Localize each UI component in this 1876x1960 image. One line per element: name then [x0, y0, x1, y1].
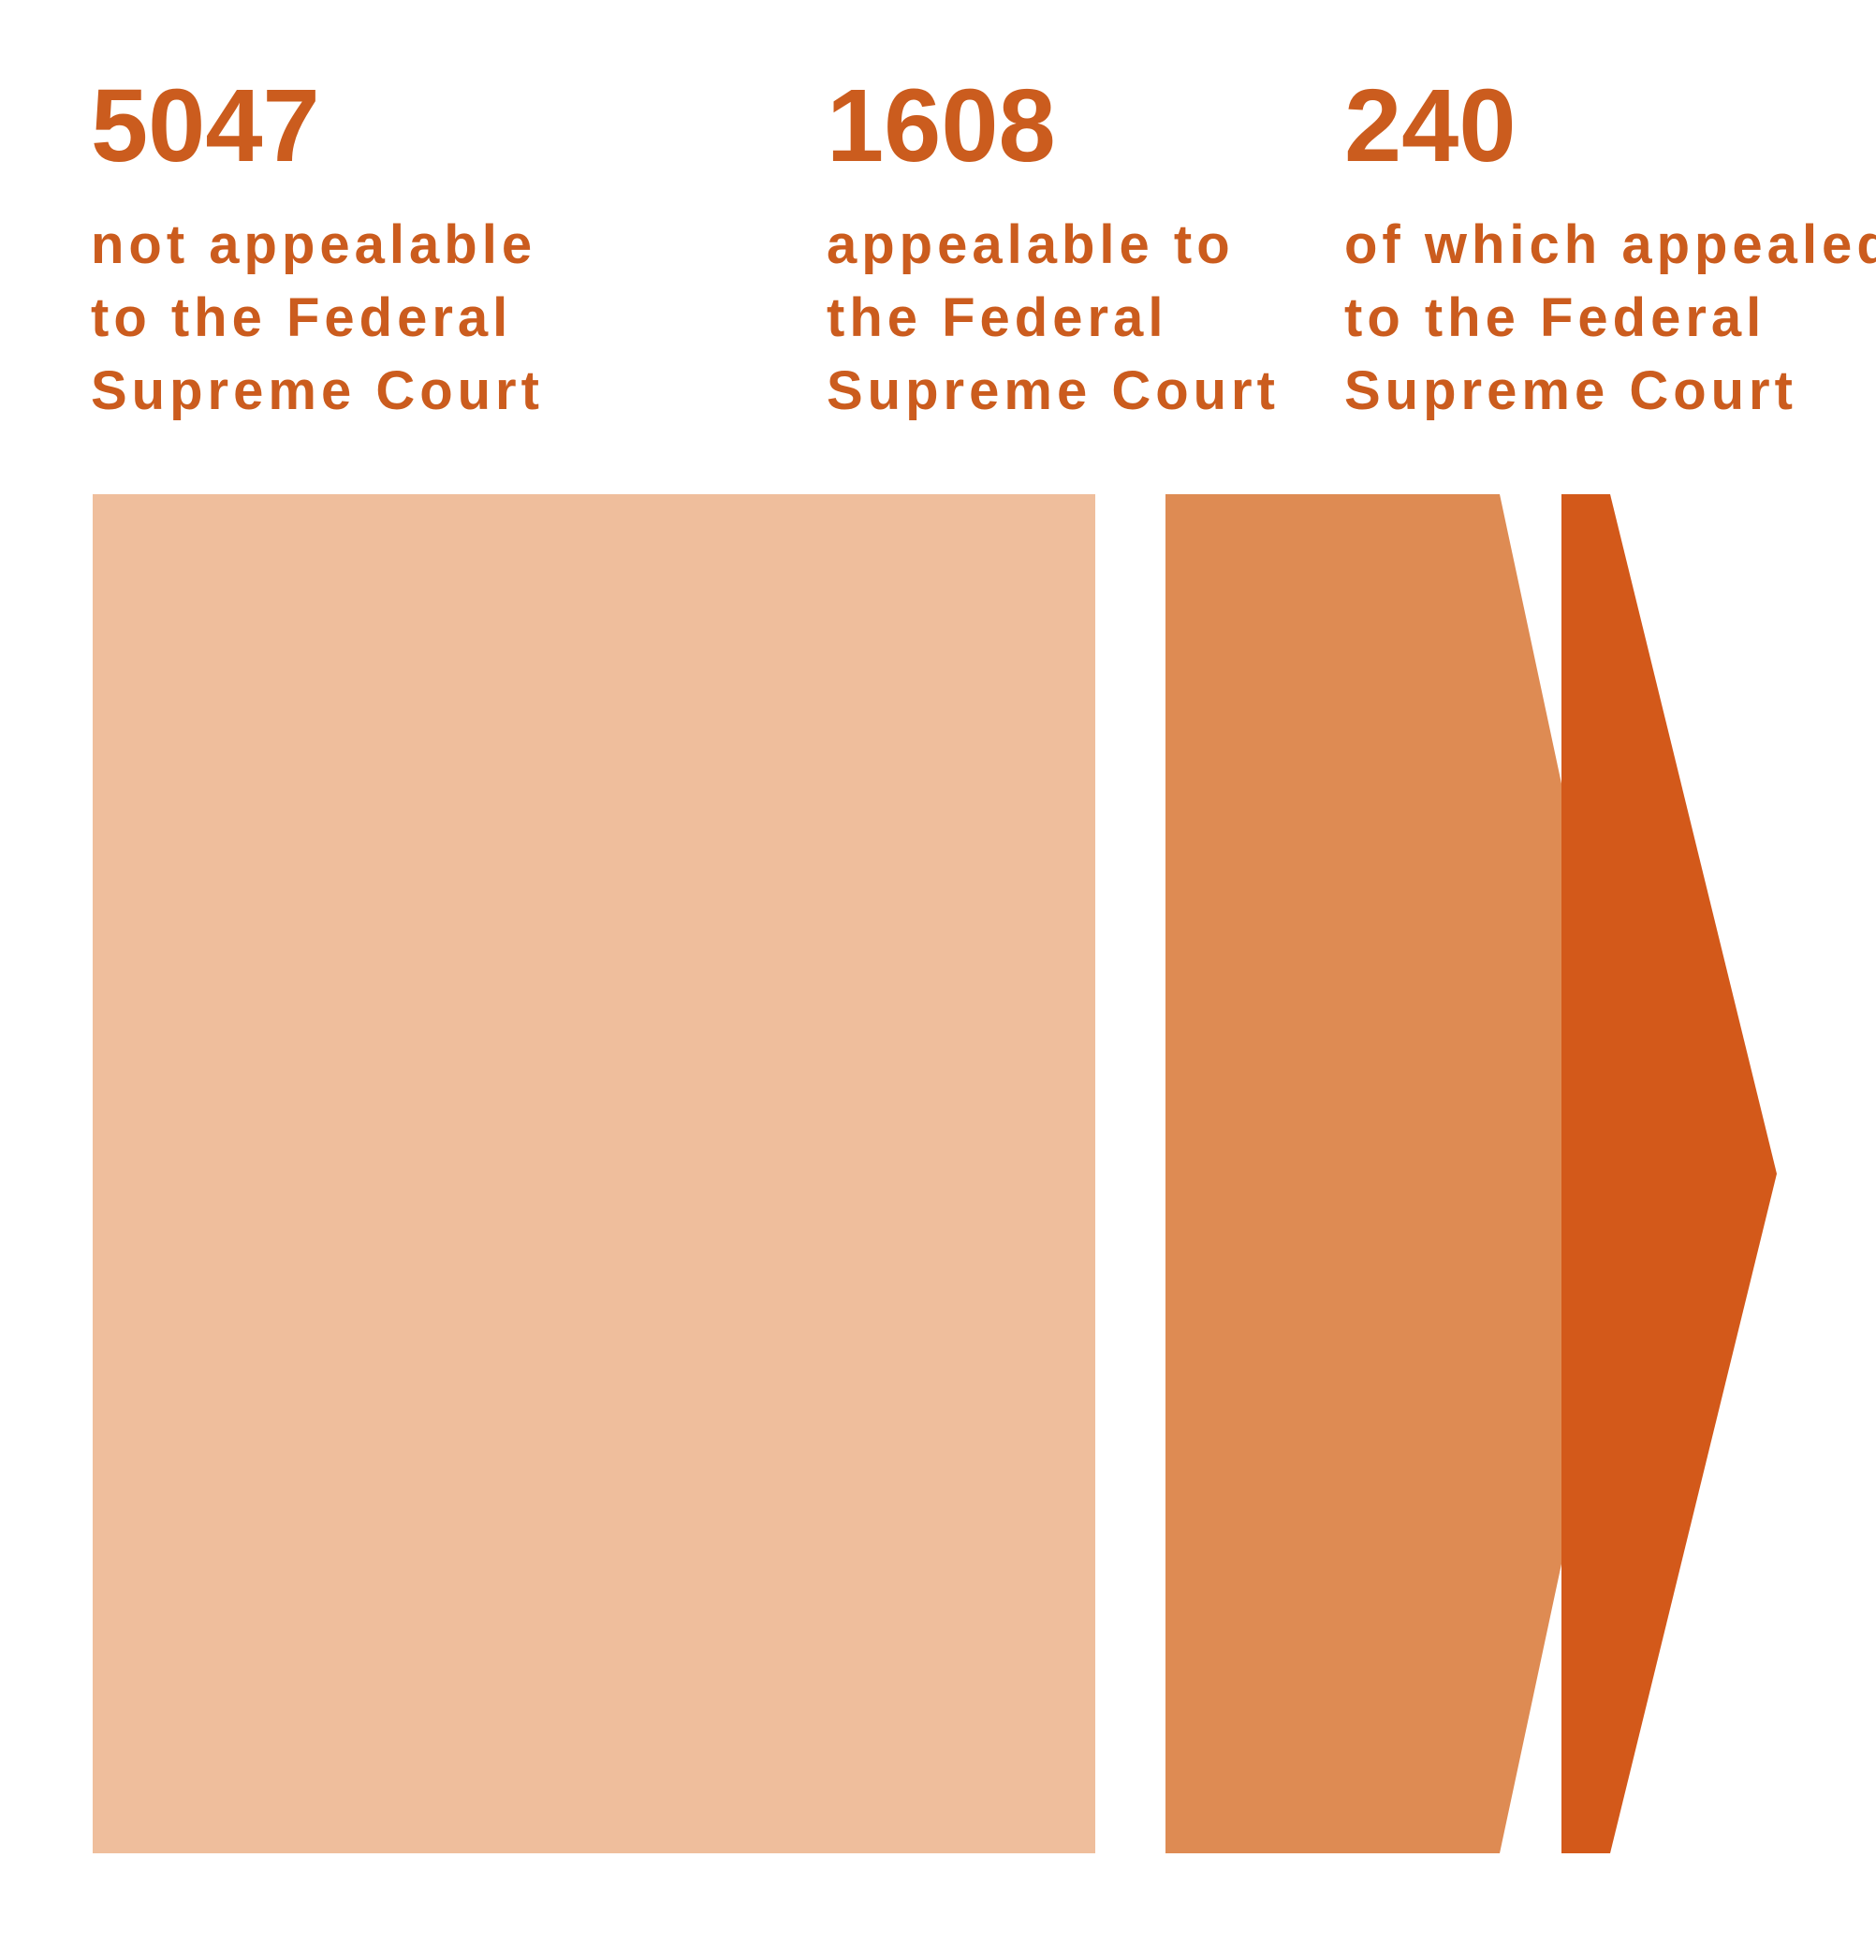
stat-label-line: appealable to — [827, 214, 1235, 275]
stat-label-appealed: of which appealed to the Federal Supreme… — [1344, 209, 1876, 428]
bar-appealable — [1165, 494, 1645, 1853]
stat-value-appealable: 1608 — [827, 68, 1056, 183]
stat-label-line: Supreme Court — [827, 360, 1280, 421]
stat-column-not-appealable: 5047 not appealable to the Federal Supre… — [91, 75, 544, 428]
stat-label-line: to the Federal — [1344, 287, 1766, 348]
stat-label-line: Supreme Court — [1344, 360, 1797, 421]
stat-label-line: to the Federal — [91, 287, 513, 348]
arrow-appealed — [1561, 494, 1777, 1853]
stat-value-not-appealable: 5047 — [91, 68, 320, 183]
stat-value-appealed: 240 — [1344, 68, 1517, 183]
stat-column-appealed: 240 of which appealed to the Federal Sup… — [1344, 75, 1876, 428]
stat-label-line: the Federal — [827, 287, 1168, 348]
stat-label-line: Supreme Court — [91, 360, 544, 421]
stat-label-appealable: appealable to the Federal Supreme Court — [827, 209, 1280, 428]
stat-label-not-appealable: not appealable to the Federal Supreme Co… — [91, 209, 544, 428]
stat-label-line: of which appealed — [1344, 214, 1876, 275]
stat-column-appealable: 1608 appealable to the Federal Supreme C… — [827, 75, 1280, 428]
stat-label-line: not appealable — [91, 214, 537, 275]
bar-not-appealable — [93, 494, 1095, 1853]
